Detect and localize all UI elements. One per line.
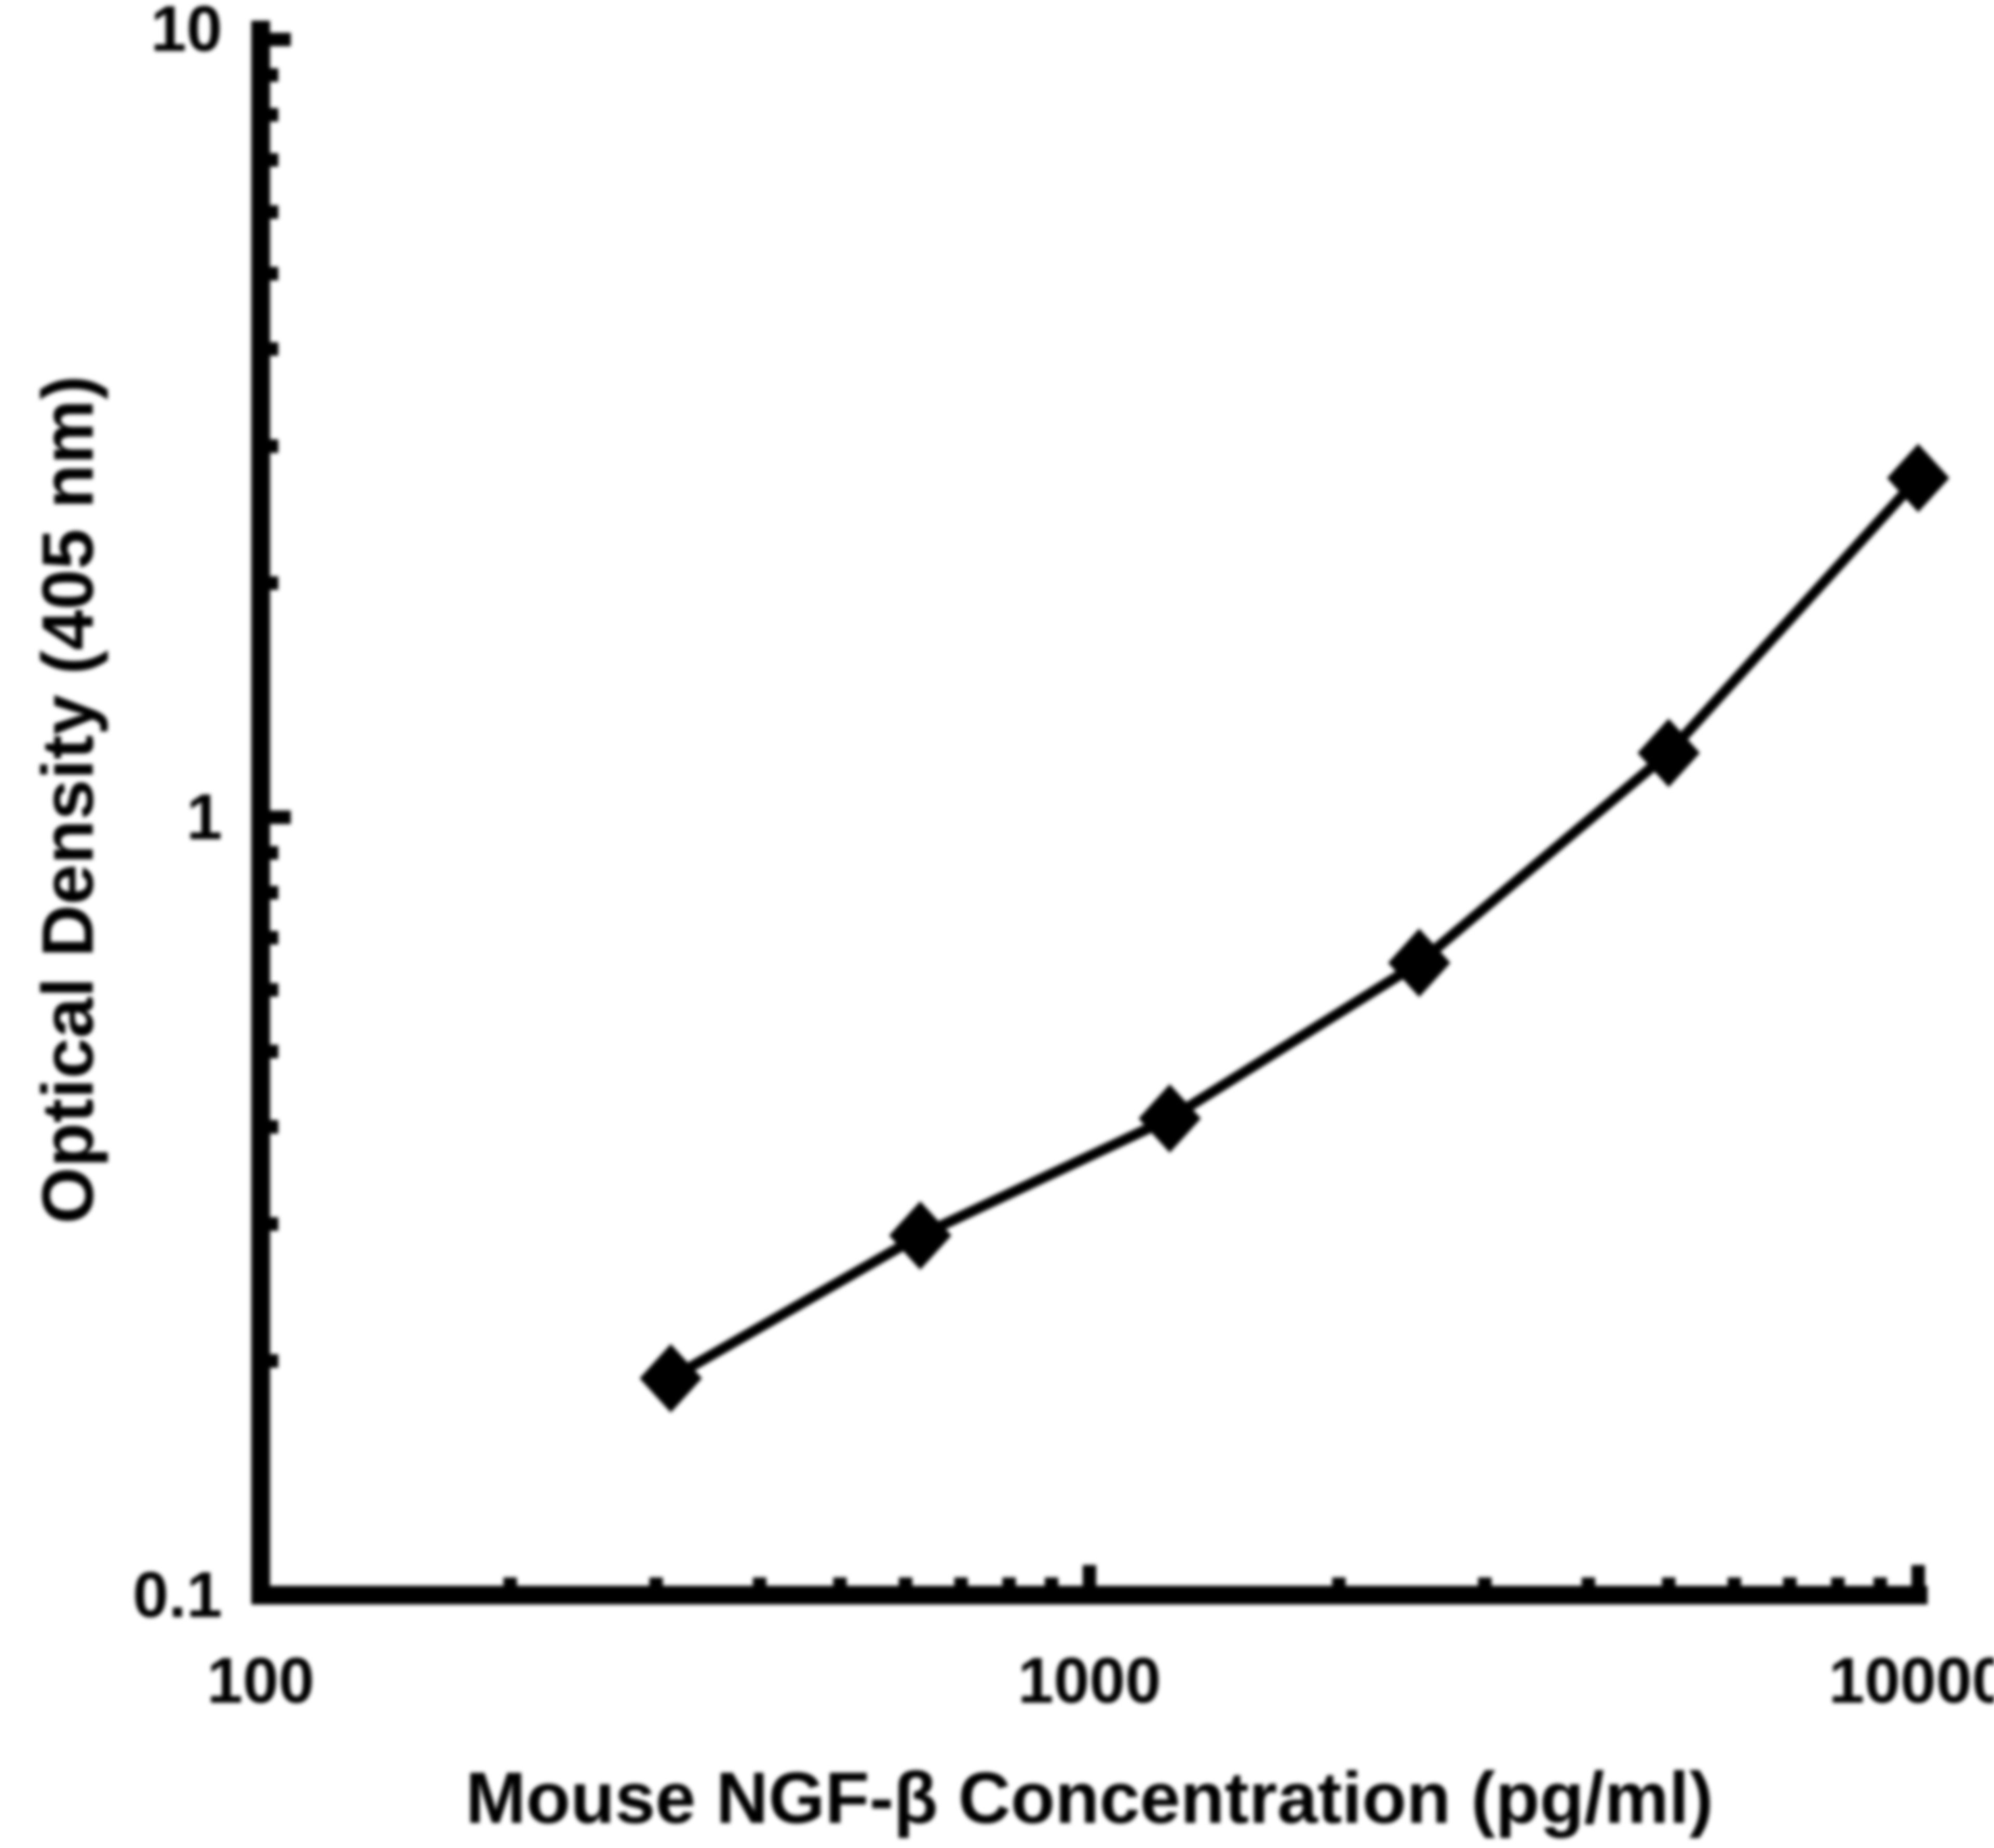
data-point-marker <box>1388 928 1451 997</box>
y-tick-label-10: 10 <box>151 0 222 65</box>
x-axis-ticks <box>254 1565 1925 1595</box>
plot-axes <box>251 21 1928 1604</box>
y-axis-title: Optical Density (405 nm) <box>27 375 109 1224</box>
standard-curve-line <box>668 474 1922 1383</box>
data-point-marker <box>1138 1084 1201 1153</box>
data-point-marker <box>639 1344 702 1413</box>
y-axis-ticks <box>261 33 291 1602</box>
y-tick-label-1: 1 <box>186 781 222 853</box>
y-axis-tick-labels: 10 1 0.1 <box>133 0 222 1631</box>
x-tick-label-100: 100 <box>207 1645 315 1717</box>
x-axis-tick-labels: 100 1000 10000 <box>207 1645 1994 1717</box>
x-tick-label-10000: 10000 <box>1829 1645 1994 1717</box>
x-tick-label-1000: 1000 <box>1018 1645 1161 1717</box>
y-tick-label-0-1: 0.1 <box>133 1559 222 1631</box>
data-point-marker <box>1887 443 1949 512</box>
data-point-marker <box>1637 718 1700 787</box>
x-axis-title: Mouse NGF-β Concentration (pg/ml) <box>465 1757 1713 1839</box>
data-point-marker <box>889 1201 952 1270</box>
data-point-markers <box>639 443 1949 1413</box>
